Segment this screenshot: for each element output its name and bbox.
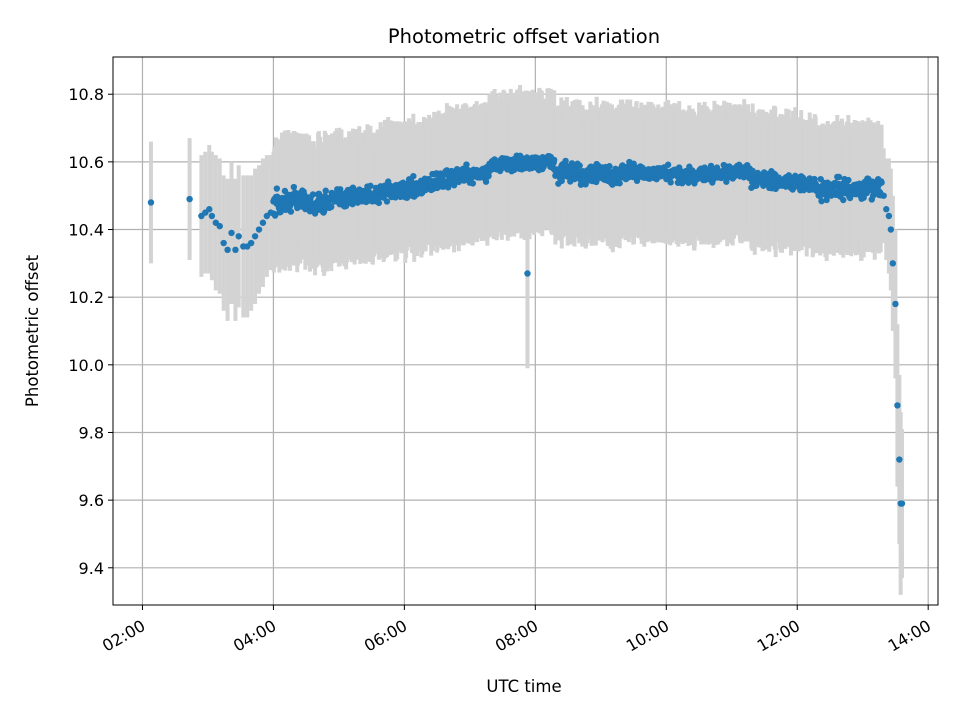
data-points (147, 152, 906, 507)
data-point (220, 239, 227, 247)
data-point (562, 157, 569, 165)
data-point (664, 161, 672, 168)
data-point (251, 233, 259, 240)
data-point (232, 246, 239, 254)
data-point (410, 172, 417, 180)
data-point (550, 156, 558, 164)
data-point (403, 194, 411, 201)
data-point (816, 192, 824, 200)
data-point (877, 191, 884, 199)
y-tick-label: 10.0 (68, 356, 104, 375)
data-point (309, 191, 317, 198)
data-point (558, 177, 565, 185)
chart-title: Photometric offset variation (388, 25, 660, 48)
y-tick-label: 10.8 (68, 85, 104, 104)
data-point (878, 179, 885, 186)
data-point (896, 456, 903, 463)
data-point (235, 233, 242, 240)
data-point (892, 300, 899, 308)
data-point (147, 199, 155, 206)
data-point (290, 183, 298, 191)
data-point (616, 180, 623, 187)
data-point (887, 226, 895, 233)
x-axis-label: UTC time (486, 677, 561, 696)
plot-area-frame (112, 56, 939, 606)
y-tick-label: 10.4 (68, 221, 104, 240)
data-point (576, 162, 583, 169)
data-point (835, 173, 843, 181)
data-point (259, 219, 267, 226)
data-point (606, 163, 613, 170)
data-point (216, 222, 223, 230)
y-tick-label: 9.6 (79, 491, 104, 510)
data-point (273, 185, 281, 192)
y-tick-label: 9.8 (79, 423, 104, 442)
data-point (247, 239, 255, 247)
data-point (568, 160, 576, 167)
data-point (328, 203, 335, 211)
data-point (889, 260, 897, 267)
data-point (894, 402, 901, 409)
data-point (228, 229, 235, 237)
data-point (208, 212, 216, 220)
data-point (898, 500, 906, 507)
data-point (367, 182, 374, 190)
data-point (845, 176, 852, 184)
data-point (482, 178, 490, 185)
data-point (450, 182, 458, 189)
data-point (186, 195, 193, 203)
y-tick-label: 9.4 (79, 559, 104, 578)
data-point (840, 196, 847, 204)
data-point (322, 187, 329, 194)
y-tick-label: 10.2 (68, 288, 104, 307)
data-point (383, 198, 391, 205)
data-point (823, 196, 830, 204)
data-point (818, 197, 825, 205)
data-point (224, 246, 231, 254)
data-point (408, 178, 415, 185)
data-point (485, 172, 492, 180)
data-point (287, 208, 295, 215)
data-point (255, 226, 263, 233)
y-axis-label: Photometric offset (23, 254, 42, 407)
data-point (463, 161, 470, 168)
y-tick-label: 10.6 (68, 153, 104, 172)
data-point (883, 206, 890, 213)
data-point (469, 180, 477, 187)
data-point (375, 199, 383, 207)
data-point (524, 270, 531, 277)
data-point (667, 179, 674, 186)
data-point (885, 212, 893, 220)
data-point (206, 206, 213, 213)
